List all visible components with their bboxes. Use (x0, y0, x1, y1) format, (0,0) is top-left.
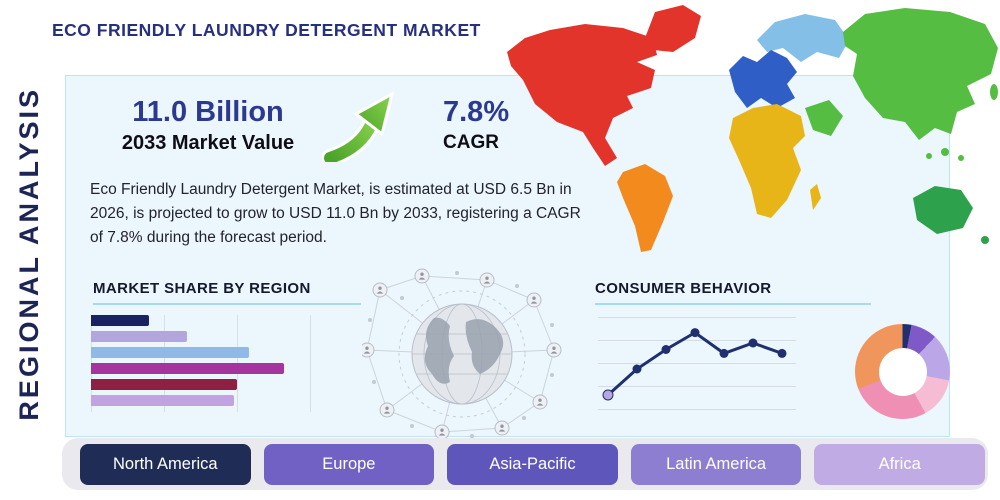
line-point-3 (661, 345, 671, 354)
line-point-7 (777, 348, 787, 358)
map-north-america (507, 24, 657, 166)
map-madagascar (810, 184, 821, 210)
globe-network-illustration (362, 268, 562, 440)
line-point-4 (690, 328, 700, 338)
map-island-2 (958, 155, 964, 161)
market-value-stat: 11.0 Billion 2033 Market Value (92, 96, 324, 155)
cagr-stat: 7.8% CAGR (443, 96, 509, 154)
market-value-label: 2033 Market Value (121, 132, 295, 154)
side-label-wrap: REGIONAL ANALYSIS (0, 68, 58, 440)
map-island-1 (941, 148, 949, 156)
line-chart-svg (602, 328, 787, 401)
donut-hole (878, 347, 927, 396)
regional-analysis-vertical-label: REGIONAL ANALYSIS (13, 87, 44, 421)
market-share-bar-chart (91, 315, 383, 412)
growth-arrow-icon (322, 91, 395, 162)
cagr-number: 7.8% (443, 96, 510, 128)
market-share-bar-4 (91, 363, 284, 374)
region-button-asia-pacific[interactable]: Asia-Pacific (447, 444, 618, 485)
map-asia (843, 8, 998, 140)
line-point-6 (748, 338, 758, 348)
line-point-1 (602, 389, 614, 401)
market-share-bar-2 (91, 331, 188, 342)
map-new-zealand (981, 236, 989, 244)
region-button-latin-america[interactable]: Latin America (630, 444, 802, 485)
map-europe (729, 50, 797, 108)
consumer-behavior-donut-chart (855, 324, 950, 419)
map-island-3 (926, 153, 932, 159)
market-share-bar-6 (91, 395, 235, 406)
market-share-bar-3 (91, 347, 249, 358)
consumer-behavior-line-chart (598, 303, 796, 418)
map-south-america (617, 164, 673, 252)
line-point-5 (719, 348, 729, 358)
market-value-number: 11.0 Billion (132, 96, 284, 128)
map-north-europe-russia (757, 14, 849, 62)
region-button-north-america[interactable]: North America (80, 444, 251, 485)
market-description: Eco Friendly Laundry Detergent Market, i… (90, 181, 581, 247)
map-greenland (645, 5, 701, 52)
map-japan (990, 84, 998, 100)
map-africa (729, 104, 805, 218)
market-share-bar-5 (91, 379, 237, 390)
map-middle-east (805, 100, 843, 136)
consumer-behavior-heading: CONSUMER BEHAVIOR (595, 280, 871, 305)
line-point-2 (632, 364, 642, 374)
map-australia (913, 186, 973, 234)
page-title: ECO FRIENDLY LAUNDRY DETERGENT MARKET (52, 20, 481, 40)
market-share-bar-1 (91, 315, 150, 326)
market-share-heading: MARKET SHARE BY REGION (93, 280, 361, 305)
cagr-label: CAGR (443, 132, 499, 153)
region-button-europe[interactable]: Europe (263, 444, 435, 485)
world-map-illustration (507, 5, 998, 252)
region-buttons-row: North America Europe Asia-Pacific Latin … (80, 444, 985, 485)
region-button-africa[interactable]: Africa (814, 444, 985, 485)
